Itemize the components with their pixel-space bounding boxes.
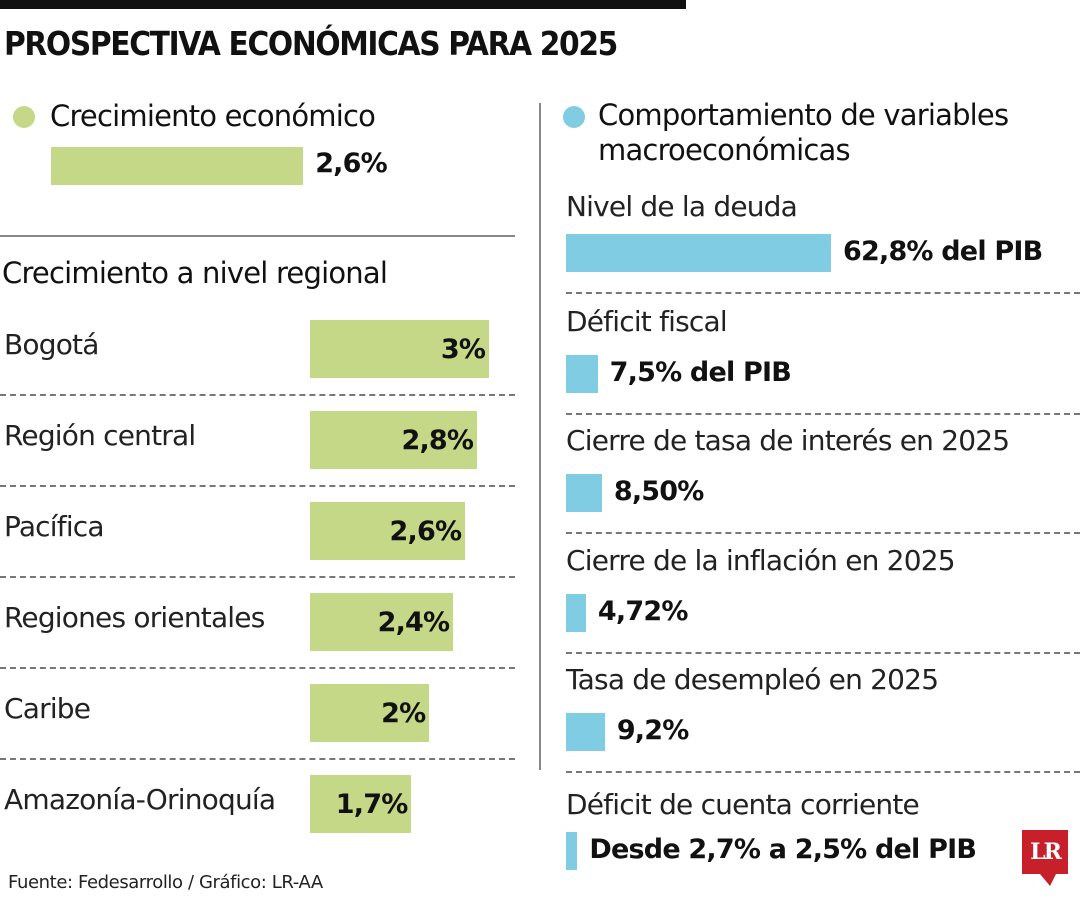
macro-value: 7,5% del PIB — [609, 357, 792, 388]
macro-value: 4,72% — [597, 596, 688, 627]
row-divider — [566, 771, 1080, 773]
region-value: 2,6% — [389, 515, 462, 547]
row-divider — [0, 667, 515, 669]
macro-bar — [566, 713, 605, 751]
national-growth-bar — [51, 147, 304, 185]
region-value: 3% — [440, 333, 486, 365]
macro-value: Desde 2,7% a 2,5% del PIB — [589, 834, 977, 865]
region-label: Amazonía-Orinoquía — [4, 783, 276, 816]
top-rule — [0, 0, 686, 9]
macro-label: Tasa de desempleó en 2025 — [566, 663, 939, 696]
macro-label: Cierre de tasa de interés en 2025 — [566, 424, 1010, 457]
regional-growth-title: Crecimiento a nivel regional — [2, 256, 388, 290]
macro-title-line2: macroeconómicas — [598, 133, 851, 167]
region-label: Caribe — [4, 692, 91, 725]
lr-logo: LR — [1022, 830, 1068, 874]
region-bar: 2,4% — [310, 593, 454, 651]
region-bar: 3% — [310, 320, 490, 378]
macro-value: 8,50% — [613, 476, 704, 507]
region-label: Pacífica — [4, 510, 105, 543]
column-divider — [539, 103, 541, 770]
source-note: Fuente: Fedesarrollo / Gráfico: LR-AA — [8, 872, 323, 893]
national-growth-title: Crecimiento económico — [50, 99, 376, 133]
row-divider — [0, 394, 515, 396]
region-value: 2% — [381, 697, 426, 729]
row-divider — [566, 652, 1080, 654]
row-divider — [0, 576, 515, 578]
region-label: Bogotá — [4, 328, 99, 361]
macro-bar — [566, 355, 598, 393]
national-growth-value: 2,6% — [315, 148, 387, 179]
macro-value: 9,2% — [616, 715, 689, 746]
region-label: Regiones orientales — [4, 601, 265, 634]
row-divider — [0, 485, 515, 487]
lr-logo-tail — [1040, 874, 1056, 886]
row-divider — [0, 758, 515, 760]
region-bar: 2,6% — [310, 502, 466, 560]
region-value: 1,7% — [335, 788, 408, 820]
region-value: 2,8% — [401, 424, 474, 456]
row-divider — [566, 413, 1080, 415]
page-title: PROSPECTIVA ECONÓMICAS PARA 2025 — [4, 24, 618, 63]
macro-bar — [566, 234, 832, 272]
macro-label: Cierre de la inflación en 2025 — [566, 544, 956, 577]
macro-bar — [566, 474, 602, 512]
region-bar: 2% — [310, 684, 430, 742]
row-divider — [566, 292, 1080, 294]
macro-bar — [566, 594, 586, 632]
region-value: 2,4% — [377, 606, 450, 638]
row-divider — [566, 532, 1080, 534]
macro-bar — [566, 832, 578, 870]
region-label: Región central — [4, 419, 196, 452]
blue-bullet-icon — [563, 106, 585, 128]
macro-title-line1: Comportamiento de variables — [598, 98, 1009, 132]
macro-value: 62,8% del PIB — [843, 236, 1043, 267]
macro-label: Déficit de cuenta corriente — [566, 788, 920, 821]
section-divider — [0, 235, 515, 237]
macro-label: Déficit fiscal — [566, 305, 728, 338]
region-bar: 1,7% — [310, 775, 412, 833]
green-bullet-icon — [13, 106, 35, 128]
region-bar: 2,8% — [310, 411, 478, 469]
macro-label: Nivel de la deuda — [566, 190, 798, 223]
